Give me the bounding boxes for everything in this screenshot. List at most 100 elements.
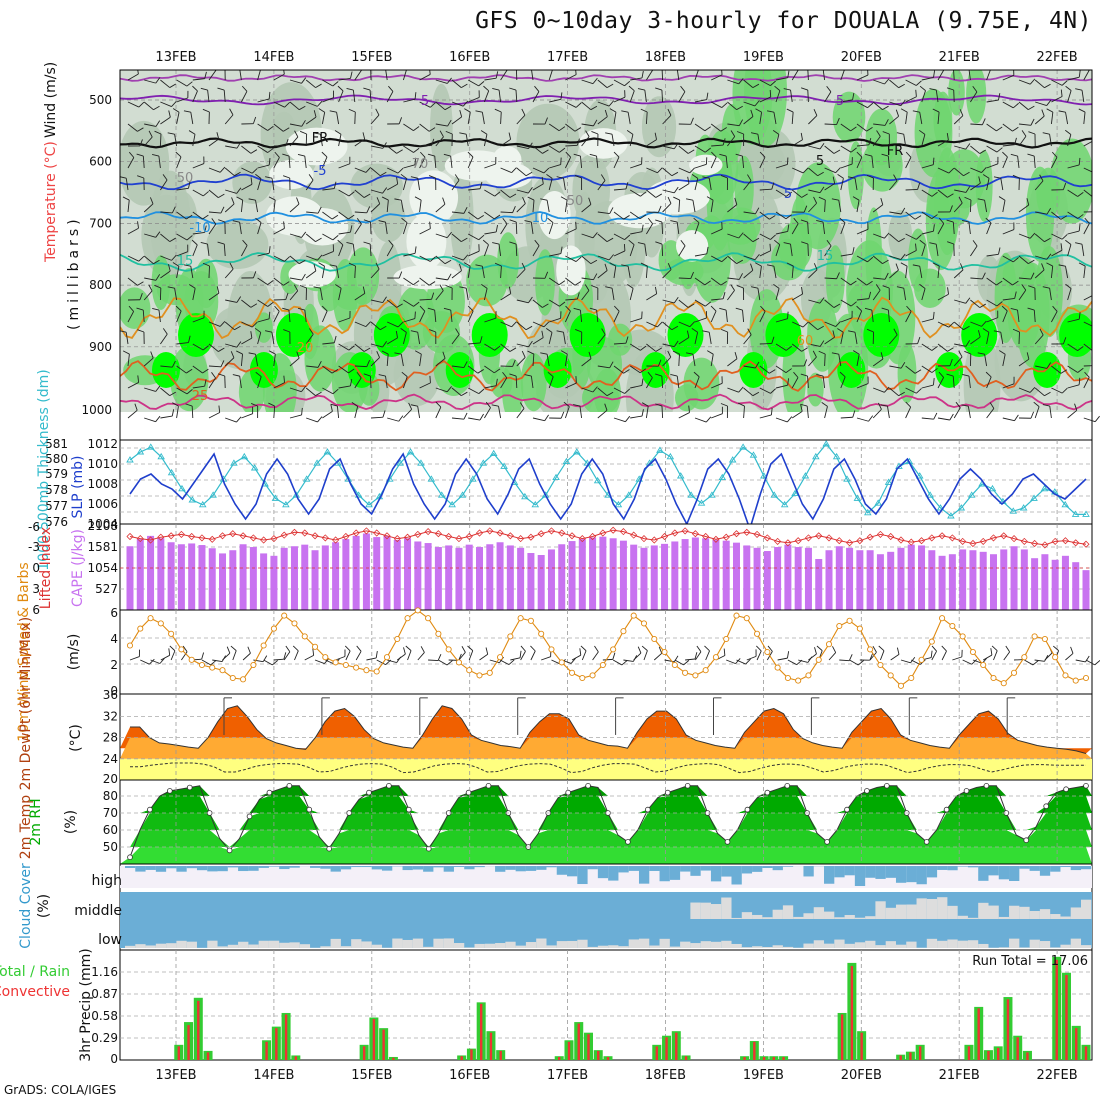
wind-barb (401, 217, 408, 223)
wind-barb (671, 325, 679, 331)
wind-barb (398, 415, 404, 422)
rh-blob (492, 146, 522, 174)
cloud-mid-bar (690, 902, 701, 919)
rh-blob (966, 70, 987, 124)
rh-blob (275, 313, 312, 357)
thickness-point (292, 491, 301, 498)
wind-barb (1094, 287, 1095, 294)
wind-barb (884, 386, 890, 393)
cape-bar (167, 542, 175, 610)
wind10-speed-line (126, 607, 1090, 689)
wind-barb (1030, 118, 1035, 126)
thickness-point (198, 500, 207, 508)
wind-barb (771, 336, 775, 344)
thickness-point (676, 472, 685, 479)
wind-barb (640, 345, 647, 351)
wind-barb (1017, 310, 1020, 323)
date-tick: 15FEB (351, 50, 392, 65)
wind-barb (609, 207, 614, 214)
wind-barb (1067, 318, 1080, 323)
wind-barb (657, 359, 662, 367)
wind-barb (202, 191, 209, 197)
wind-barb (1067, 244, 1072, 257)
wind-barb (742, 310, 745, 323)
wind-barb (745, 658, 751, 665)
wind-barb (597, 270, 608, 279)
thickness-point (230, 459, 238, 466)
wind-barb (625, 182, 629, 190)
wind-barb (483, 85, 489, 92)
wind-speed-point (959, 633, 966, 640)
wind-barb (546, 354, 550, 367)
wind-barb (1081, 244, 1085, 257)
wind-barb (653, 653, 663, 661)
wind-barb (736, 285, 744, 289)
wind-barb (711, 228, 723, 235)
date-tick: 21FEB (939, 1068, 980, 1083)
wind-barb (171, 101, 177, 107)
wind-barb (212, 659, 223, 663)
wind-barb (689, 167, 696, 174)
cloud-level-label: high (91, 873, 122, 889)
wind-barb (419, 255, 431, 262)
upper-grid (120, 70, 1092, 412)
wind-barb (222, 652, 231, 661)
axis-tick: 579 (45, 467, 68, 481)
wind-barb (710, 255, 722, 263)
precip-conv-bar (997, 1047, 1000, 1060)
wind-barb (678, 91, 686, 103)
wind-barb (483, 134, 488, 147)
wind-barb (139, 293, 143, 300)
precip-conv-bar (675, 1032, 678, 1060)
wind-barb (694, 163, 707, 169)
wind-barb (623, 659, 634, 662)
cloud-low-bar (803, 943, 814, 948)
dewpt-line (130, 762, 1086, 774)
pressure-tick: 800 (89, 278, 112, 292)
wind-barb (937, 417, 950, 421)
wind-barb (775, 417, 788, 423)
wind-barb (375, 108, 380, 116)
cloud-low-bar (155, 943, 167, 948)
wind-barb (1018, 277, 1031, 280)
wind-barb (1027, 307, 1035, 311)
wind-barb (775, 384, 788, 389)
wind-barb (370, 189, 383, 194)
cape-bar (938, 555, 946, 610)
cape-bar (979, 551, 987, 610)
wind-barb (757, 288, 761, 301)
wind-barb (354, 377, 362, 389)
wind-barb (613, 365, 624, 374)
wind-barb (613, 342, 627, 345)
wind-barb (1002, 383, 1015, 389)
cape-bar (383, 535, 391, 610)
rh-blob (254, 312, 273, 343)
cape-bar (732, 542, 740, 610)
wind-speed-point (867, 646, 874, 653)
li-point (157, 533, 165, 541)
wind-barb (787, 311, 789, 319)
temp-area (120, 697, 1092, 780)
precip-conv-bar (1055, 959, 1058, 1060)
wind-barb (628, 239, 635, 246)
wind-barb (801, 193, 808, 198)
wind-barb (1028, 131, 1036, 135)
wind-barb (882, 131, 890, 135)
li-point (1082, 540, 1090, 548)
precip-conv-label: Convective (0, 984, 70, 1000)
wind-barb (579, 648, 582, 656)
wind-barb (722, 138, 726, 146)
li-point (578, 535, 586, 543)
wind-barb (1018, 331, 1020, 345)
wind-barb (624, 234, 631, 240)
contour-label: 5 (816, 154, 824, 169)
wind-barb (597, 387, 608, 397)
wind-speed-point (332, 659, 339, 666)
wind-barb (1039, 328, 1044, 336)
wind-barb (429, 221, 431, 229)
wind-barb (694, 178, 699, 191)
wind-barb (621, 660, 628, 666)
wind-barb (937, 139, 949, 147)
wind-barb (807, 89, 809, 103)
